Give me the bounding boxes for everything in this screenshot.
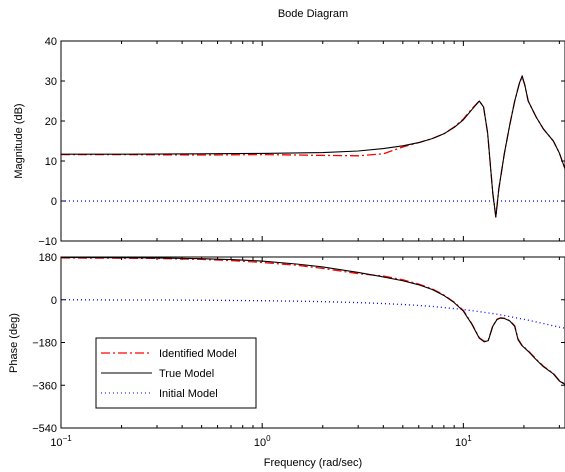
magnitude-ticks: −10 0 10 20 30 40 [38,36,565,248]
y-tick-label: −10 [38,236,57,248]
magnitude-panel: −10 0 10 20 30 40 Magnitude (dB) [13,36,565,248]
y-tick-label: 30 [45,76,57,88]
y-tick-label: −360 [32,380,57,392]
legend: Identified Model True Model Initial Mode… [95,337,257,409]
y-tick-label: −540 [32,423,57,435]
y-tick-label: −180 [32,338,57,350]
magnitude-ylabel: Magnitude (dB) [13,103,25,178]
x-tick-labels: 10−1 100 101 [50,434,472,449]
y-tick-label: 40 [45,36,57,48]
x-tick-label: 100 [254,434,271,449]
phase-ticks: −540 −360 −180 0 180 [32,252,565,435]
magnitude-axes-box [60,40,565,242]
y-tick-label: 180 [39,252,57,264]
y-tick-label: 0 [51,196,57,208]
magnitude-series-true-model [61,75,565,218]
phase-ylabel: Phase (deg) [8,313,20,373]
phase-series [61,257,565,386]
legend-label-initial: Initial Model [159,388,218,400]
x-axis-label: Frequency (rad/sec) [264,457,362,469]
chart-title: Bode Diagram [278,8,348,20]
legend-label-identified: Identified Model [159,348,237,360]
phase-series-true-model [61,257,565,386]
y-tick-label: 10 [45,156,57,168]
y-tick-label: 0 [51,295,57,307]
x-tick-label: 101 [455,434,472,449]
magnitude-series [61,75,565,218]
phase-panel: −540 −360 −180 0 180 Phase (deg) [8,252,565,435]
x-tick-label: 10−1 [50,434,72,449]
legend-label-true: True Model [159,368,214,380]
y-tick-label: 20 [45,116,57,128]
